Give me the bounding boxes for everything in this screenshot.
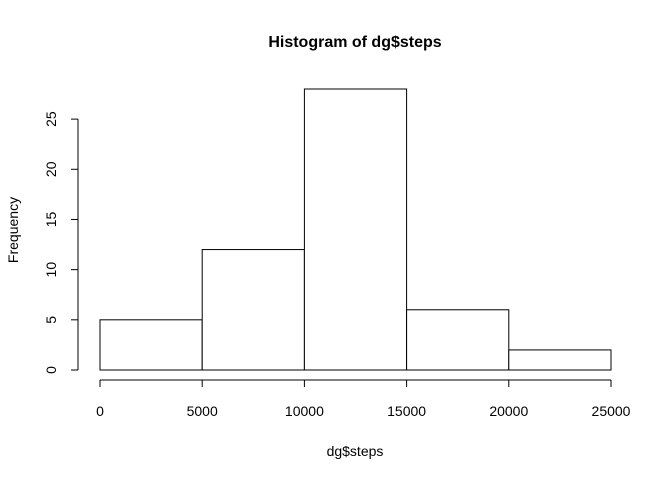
x-tick-label: 20000 [489, 403, 528, 419]
x-tick-label: 5000 [187, 403, 218, 419]
chart-title: Histogram of dg$steps [268, 34, 441, 51]
x-tick-label: 15000 [387, 403, 426, 419]
y-axis-label: Frequency [5, 197, 21, 263]
y-tick-label: 10 [43, 262, 59, 278]
x-tick-label: 25000 [592, 403, 631, 419]
x-axis: 0 5000 10000 15000 20000 25000 [96, 379, 631, 419]
histogram-bar-1 [99, 319, 203, 371]
histogram-bar-2 [201, 249, 305, 371]
y-axis: 0 5 10 15 20 25 [43, 111, 79, 374]
y-tick-label: 25 [43, 111, 59, 127]
x-tick-label: 10000 [285, 403, 324, 419]
y-tick-label: 15 [43, 211, 59, 227]
x-tick-label: 0 [96, 403, 104, 419]
y-tick-label: 20 [43, 161, 59, 177]
histogram-bar-3 [303, 88, 408, 371]
histogram-bar-4 [406, 309, 510, 371]
histogram-bar-5 [508, 349, 612, 371]
y-tick-label: 0 [43, 366, 59, 374]
x-axis-label: dg$steps [327, 443, 384, 459]
bars-group [99, 88, 612, 371]
y-tick-label: 5 [43, 316, 59, 324]
